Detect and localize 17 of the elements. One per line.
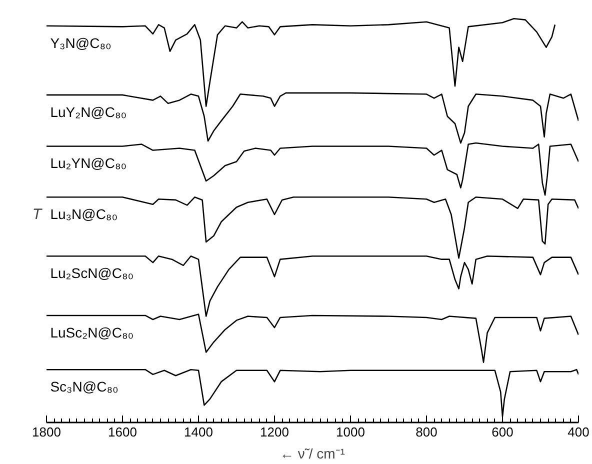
x-tick-label: 1400 xyxy=(184,424,213,440)
series-label: Lu₂YN@C₈₀ xyxy=(50,155,127,172)
x-tick-label: 1800 xyxy=(32,424,61,440)
x-tick-label: 1600 xyxy=(108,424,137,440)
y-axis-title: T xyxy=(32,206,44,223)
series-label: LuY₂N@C₈₀ xyxy=(50,104,127,120)
x-tick-label: 1200 xyxy=(260,424,289,440)
series-label: Y₃N@C₈₀ xyxy=(50,34,112,51)
series-label: LuSc₂N@C₈₀ xyxy=(50,324,134,340)
series-label: Sc₃N@C₈₀ xyxy=(50,378,118,394)
x-tick-label: 600 xyxy=(492,424,514,440)
x-tick-label: 400 xyxy=(568,424,590,440)
x-tick-label: 1000 xyxy=(336,424,365,440)
x-axis-title: ← ν̃ / cm⁻¹ xyxy=(280,446,346,462)
series-label: Lu₃N@C₈₀ xyxy=(50,206,118,222)
series-label: Lu₂ScN@C₈₀ xyxy=(50,264,134,281)
x-tick-label: 800 xyxy=(416,424,438,440)
